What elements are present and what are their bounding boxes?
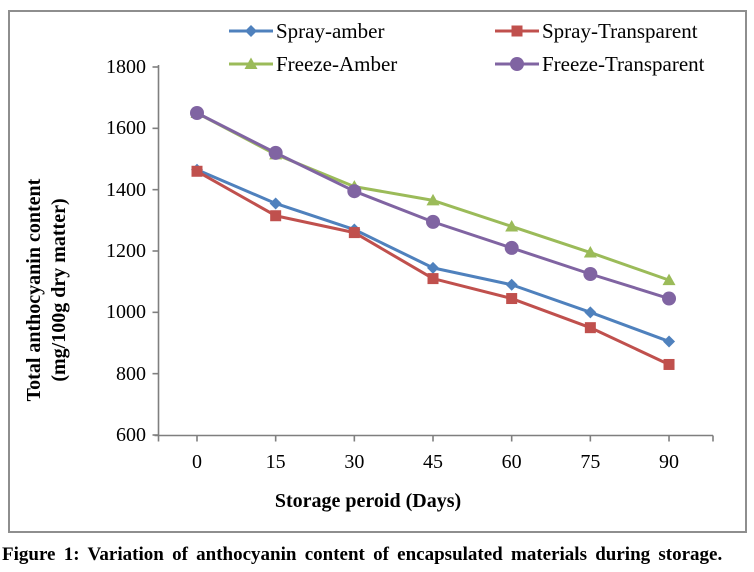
data-point-freeze-transparent [190,106,204,120]
legend-label: Spray-Transparent [542,19,698,43]
freeze-transparent-circle-marker-icon [495,57,539,71]
data-point-spray-amber [663,335,676,348]
y-tick-label: 800 [116,362,146,385]
y-tick-label: 1400 [106,178,146,201]
x-tick-label: 0 [192,451,202,473]
data-point-spray-transparent [348,227,360,239]
data-point-spray-amber [427,261,440,274]
legend-marker [511,25,523,37]
legend-item-spray-transparent: Spray-Transparent [494,20,698,42]
legend-marker [510,57,524,71]
chart-frame [8,10,747,533]
x-tick-label: 60 [501,451,522,473]
legend-label: Freeze-Transparent [542,52,705,76]
data-point-spray-transparent [270,210,282,222]
data-point-freeze-transparent [583,267,598,281]
legend-item-spray-amber: Spray-amber [228,20,384,42]
data-point-freeze-amber [505,219,519,232]
y-tick-label: 1000 [106,301,146,324]
spray-amber-diamond-marker-icon [229,25,273,37]
legend-label: Freeze-Amber [276,52,398,76]
x-tick-label: 30 [344,451,365,473]
legend-item-freeze-transparent: Freeze-Transparent [494,53,705,75]
x-tick-label: 15 [265,451,286,473]
data-point-spray-amber [269,197,282,210]
data-point-freeze-transparent [426,214,441,229]
data-point-freeze-transparent [662,291,677,306]
data-point-spray-transparent [663,358,675,370]
x-axis-title: Storage peroid (Days) [274,490,462,512]
data-point-spray-transparent [584,322,596,334]
figure-caption: Figure 1: Variation of anthocyanin conte… [2,544,723,565]
y-tick-label: 1200 [106,240,146,262]
legend-label: Spray-amber [276,19,385,43]
legend-item-freeze-amber: Freeze-Amber [228,53,397,75]
y-tick-label: 600 [116,424,146,446]
freeze-amber-triangle-marker-icon [229,57,273,69]
x-tick-label: 90 [659,451,680,473]
data-point-freeze-amber [426,193,440,206]
data-point-spray-transparent [191,165,203,177]
legend-marker [245,25,257,37]
y-axis-title-line2: (mg/100g dry matter) [48,198,70,382]
x-tick-label: 75 [580,451,601,473]
data-point-spray-amber [505,278,518,291]
data-point-freeze-transparent [268,145,283,160]
data-point-spray-amber [584,306,597,319]
spray-transparent-square-marker-icon [495,25,539,37]
x-tick-label: 45 [423,451,443,473]
data-point-spray-transparent [427,273,439,285]
y-axis-title-line1: Total anthocyanin content [23,178,45,402]
data-point-freeze-amber [662,273,676,286]
y-axis-title: Total anthocyanin content (mg/100g dry m… [22,110,74,470]
y-tick-label: 1800 [106,56,146,78]
legend-marker [244,57,258,69]
data-point-freeze-transparent [504,240,519,255]
y-tick-label: 1600 [106,117,146,140]
data-point-freeze-transparent [347,184,362,199]
data-point-spray-transparent [506,293,518,305]
line-chart [152,65,714,442]
data-point-freeze-amber [583,246,597,258]
